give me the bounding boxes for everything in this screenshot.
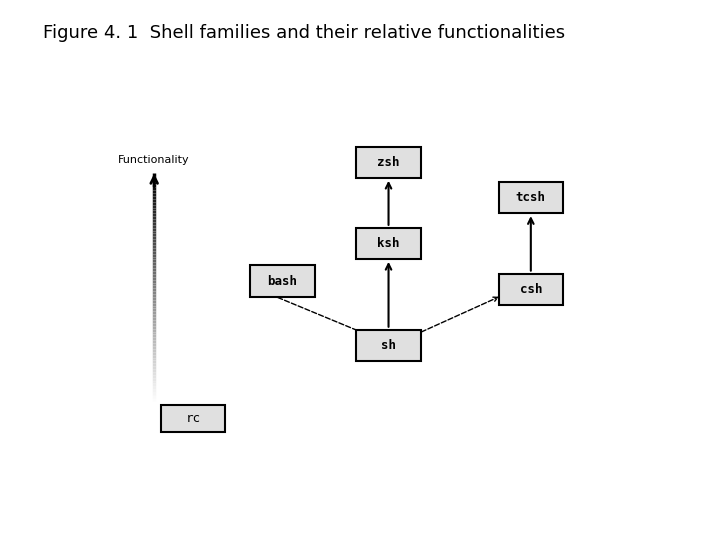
- FancyBboxPatch shape: [161, 404, 225, 432]
- FancyBboxPatch shape: [499, 274, 563, 305]
- Text: Functionality: Functionality: [118, 154, 190, 165]
- Text: ksh: ksh: [377, 237, 400, 250]
- Text: sh: sh: [381, 339, 396, 352]
- Text: csh: csh: [520, 283, 542, 296]
- Text: rc: rc: [186, 411, 201, 425]
- FancyBboxPatch shape: [356, 147, 420, 178]
- FancyBboxPatch shape: [499, 183, 563, 213]
- Text: Figure 4. 1  Shell families and their relative functionalities: Figure 4. 1 Shell families and their rel…: [43, 24, 565, 42]
- FancyBboxPatch shape: [356, 228, 420, 259]
- FancyBboxPatch shape: [251, 266, 315, 296]
- FancyBboxPatch shape: [356, 330, 420, 361]
- Text: tcsh: tcsh: [516, 191, 546, 204]
- Text: zsh: zsh: [377, 156, 400, 169]
- Text: bash: bash: [268, 274, 297, 287]
